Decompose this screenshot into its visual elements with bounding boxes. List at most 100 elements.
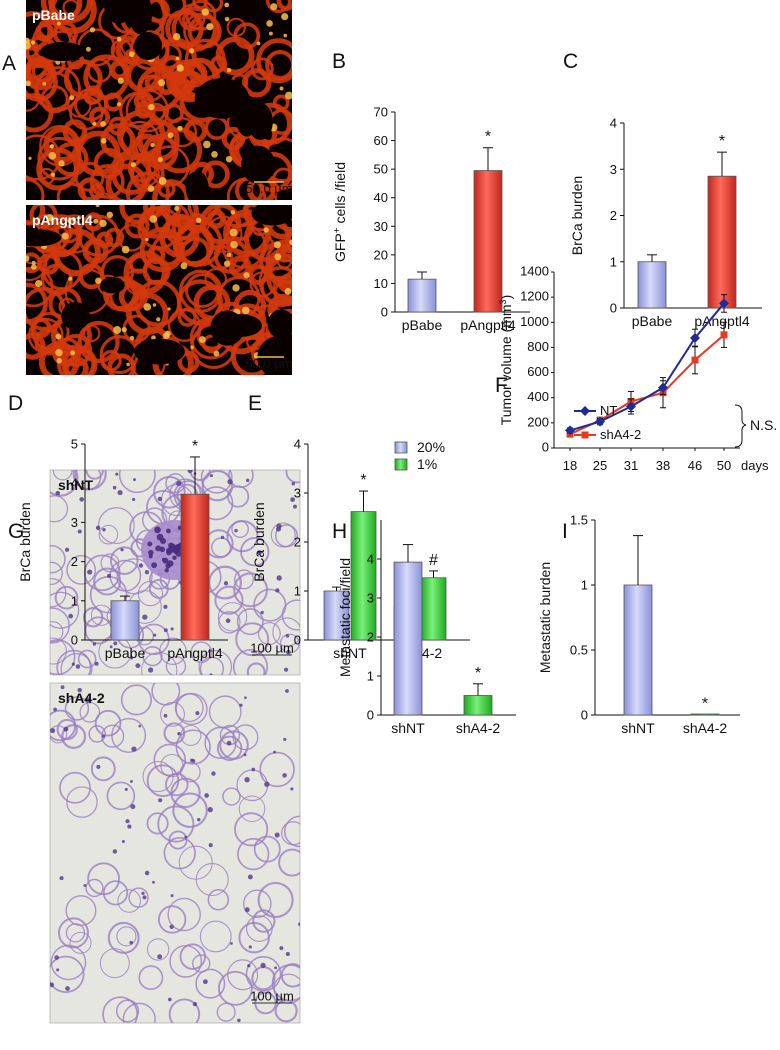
cell-nucleus	[198, 336, 206, 344]
tissue-alveolus	[26, 205, 46, 226]
cell-nucleus	[152, 303, 157, 307]
alveolar-wall	[217, 602, 248, 632]
cell-nucleus	[279, 946, 284, 951]
cell-nucleus	[230, 210, 236, 215]
x-tick-label: 25	[593, 458, 607, 473]
cell-nucleus	[260, 962, 266, 969]
cell-nucleus	[150, 142, 155, 148]
cell-nucleus	[130, 162, 136, 168]
cell-nucleus	[115, 472, 119, 476]
cell-nucleus	[83, 884, 87, 887]
tissue-alveolus	[203, 0, 224, 13]
cell-nucleus	[145, 237, 149, 242]
cell-nucleus	[174, 205, 180, 211]
alveolar-wall	[50, 591, 80, 629]
tumor-cell	[172, 555, 177, 560]
cell-nucleus	[168, 997, 172, 1002]
cell-nucleus	[55, 490, 61, 496]
cell-nucleus	[256, 41, 261, 46]
cell-nucleus	[225, 618, 231, 624]
y-axis-label: GFP+ cells /field	[332, 162, 348, 262]
cell-nucleus	[226, 740, 232, 746]
cell-nucleus	[147, 667, 154, 673]
cell-nucleus	[85, 46, 91, 52]
panel-label-A: A	[2, 52, 16, 75]
cell-nucleus	[149, 215, 158, 223]
category-label: pBabe	[632, 313, 673, 329]
data-point	[691, 356, 699, 364]
alveolar-wall	[153, 475, 186, 509]
alveolar-wall	[146, 812, 169, 835]
tissue-alveolus	[137, 74, 165, 102]
tissue-alveolus	[274, 185, 292, 200]
y-tick-label: 0	[294, 633, 301, 648]
alveolar-wall	[208, 695, 242, 729]
cell-nucleus	[50, 982, 55, 988]
series-line	[569, 334, 725, 436]
airspace	[103, 0, 134, 24]
alveolar-wall	[52, 470, 73, 481]
cell-nucleus	[100, 138, 107, 144]
y-tick-label: 1	[367, 669, 374, 684]
cell-nucleus	[50, 727, 56, 734]
cell-nucleus	[31, 260, 36, 265]
alveolar-wall	[50, 621, 64, 643]
cell-nucleus	[163, 604, 168, 609]
cell-nucleus	[42, 82, 47, 86]
cell-nucleus	[197, 817, 201, 822]
tissue-alveolus	[202, 334, 222, 354]
cell-nucleus	[49, 144, 55, 149]
tissue-alveolus	[26, 332, 46, 360]
panel-label-G: G	[8, 520, 24, 543]
alveolar-wall	[170, 777, 201, 808]
cell-nucleus	[286, 649, 291, 655]
cell-nucleus	[223, 260, 231, 267]
image-label: pBabe	[32, 7, 75, 23]
alveolar-wall	[216, 1002, 236, 1022]
cell-nucleus	[208, 843, 213, 848]
tissue-alveolus	[272, 167, 292, 190]
cell-nucleus	[61, 232, 69, 240]
alveolar-wall	[157, 805, 195, 843]
alveolar-wall	[238, 921, 270, 954]
tissue-alveolus	[186, 212, 208, 234]
alveolar-wall	[141, 652, 178, 675]
alveolar-wall	[85, 878, 104, 898]
tissue-alveolus	[177, 350, 200, 373]
cell-nucleus	[244, 907, 250, 913]
alveolar-wall	[94, 709, 122, 737]
alveolar-wall	[102, 880, 129, 906]
cell-nucleus	[201, 8, 209, 16]
cell-nucleus	[77, 529, 82, 534]
cell-nucleus	[251, 767, 256, 772]
tissue-alveolus	[215, 36, 255, 76]
data-point	[595, 416, 605, 427]
alveolar-wall	[238, 795, 266, 823]
tumor-cell	[167, 546, 174, 554]
alveolar-wall	[234, 569, 255, 590]
alveolar-wall	[172, 792, 208, 828]
cell-nucleus	[247, 874, 253, 880]
bar	[637, 261, 667, 309]
chart-panel-c: 0 1 2 3 4 BrCa burden pBabe pAngptl4 *	[569, 116, 762, 329]
y-tick-label: 4	[610, 116, 617, 131]
legend-label: 1%	[417, 456, 437, 472]
cell-nucleus	[177, 125, 183, 131]
alveolar-wall	[116, 558, 153, 595]
cell-nucleus	[92, 122, 97, 126]
cell-nucleus	[121, 840, 125, 844]
cell-nucleus	[85, 697, 91, 703]
alveolar-wall	[54, 585, 79, 610]
x-tick-label: 46	[688, 458, 702, 473]
cell-nucleus	[143, 303, 152, 311]
category-label: pAngptl4	[460, 317, 515, 333]
y-axis-label: BrCa burden	[17, 502, 33, 581]
cell-nucleus	[53, 707, 57, 712]
cell-nucleus	[30, 264, 37, 270]
y-tick-label: 0	[381, 305, 388, 320]
cell-nucleus	[127, 824, 132, 829]
category-label: shNT	[391, 720, 425, 736]
cell-nucleus	[276, 526, 281, 532]
cell-nucleus	[69, 95, 75, 101]
tissue-alveolus	[173, 224, 215, 265]
